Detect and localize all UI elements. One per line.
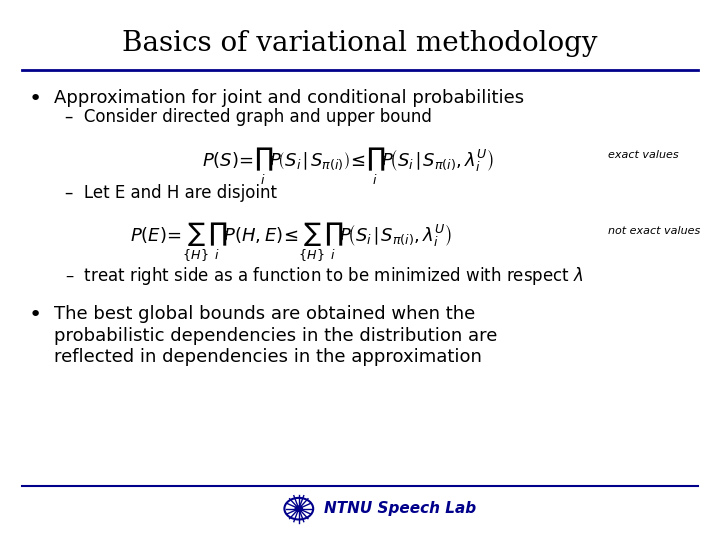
- Text: –  treat right side as a function to be minimized with respect $\lambda$: – treat right side as a function to be m…: [65, 265, 583, 287]
- Text: $P(E)\!=\!\sum_{\{H\}}\prod_i P(H,E)\!\leq\!\sum_{\{H\}}\prod_i P\!\left(S_i\!\m: $P(E)\!=\!\sum_{\{H\}}\prod_i P(H,E)\!\l…: [130, 221, 451, 265]
- Text: –  Consider directed graph and upper bound: – Consider directed graph and upper boun…: [65, 108, 432, 126]
- Text: probabilistic dependencies in the distribution are: probabilistic dependencies in the distri…: [54, 327, 498, 345]
- Text: The best global bounds are obtained when the: The best global bounds are obtained when…: [54, 305, 475, 323]
- Text: •: •: [29, 305, 42, 325]
- Text: –  Let E and H are disjoint: – Let E and H are disjoint: [65, 184, 276, 201]
- Text: not exact values: not exact values: [608, 226, 701, 236]
- Text: NTNU Speech Lab: NTNU Speech Lab: [324, 501, 476, 516]
- Text: reflected in dependencies in the approximation: reflected in dependencies in the approxi…: [54, 348, 482, 366]
- Circle shape: [295, 506, 302, 511]
- Text: •: •: [29, 89, 42, 109]
- Text: $P(S)\!=\!\prod_i P\!\left(S_i\!\mid\! S_{\pi(i)}\right)\!\leq\!\prod_i P\!\left: $P(S)\!=\!\prod_i P\!\left(S_i\!\mid\! S…: [202, 146, 494, 187]
- Text: Approximation for joint and conditional probabilities: Approximation for joint and conditional …: [54, 89, 524, 107]
- Text: exact values: exact values: [608, 150, 679, 160]
- Text: Basics of variational methodology: Basics of variational methodology: [122, 30, 598, 57]
